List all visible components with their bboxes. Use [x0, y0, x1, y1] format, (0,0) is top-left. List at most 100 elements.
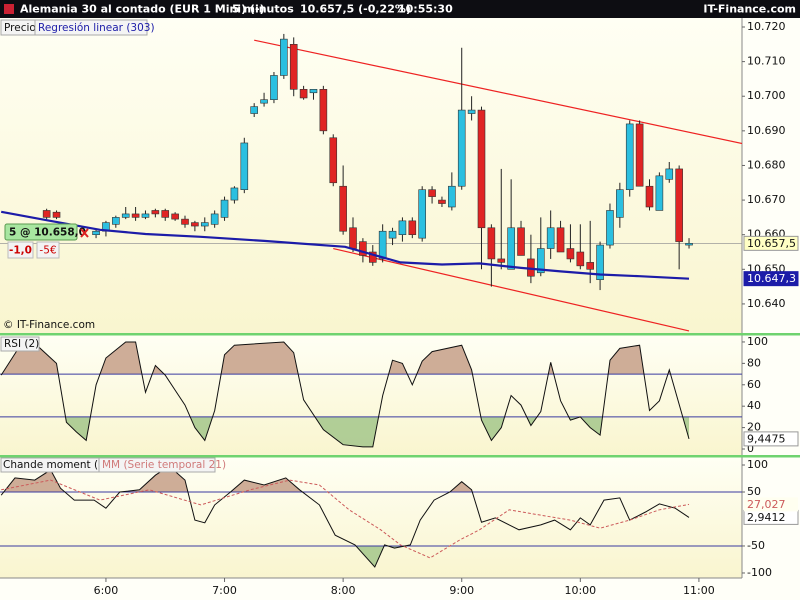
value-label-box	[744, 497, 798, 512]
order-box[interactable]	[4, 223, 78, 241]
candle-body	[635, 123, 644, 187]
order-amount: -5€	[39, 245, 56, 257]
candle-body	[368, 251, 377, 263]
candle-body	[477, 109, 486, 229]
plot-area	[0, 341, 742, 448]
legend-box	[98, 457, 216, 473]
y-tick-label: 10.690	[747, 124, 786, 137]
candle-body	[497, 258, 506, 263]
interval: 5 minutos	[232, 3, 294, 16]
candle-body	[171, 213, 179, 220]
candle-body	[556, 227, 565, 253]
candle-body	[388, 230, 397, 239]
order-label: 5 @ 10.658,0	[9, 227, 86, 239]
value-label: 2,9412	[747, 511, 786, 524]
candle-body	[606, 210, 614, 246]
candle-body	[250, 106, 258, 114]
y-tick-label: 10.680	[747, 158, 786, 171]
time-axis	[0, 578, 800, 600]
series-line	[1, 479, 690, 559]
candle-body	[151, 210, 160, 215]
series-line	[0, 341, 690, 448]
order-button[interactable]	[36, 241, 60, 259]
x-tick-label: 8:00	[331, 584, 356, 597]
candle-body	[685, 243, 693, 246]
candle-body	[329, 137, 338, 184]
panel-separator	[0, 455, 800, 458]
legend-entry: Chande moment (9)	[3, 459, 109, 471]
y-tick-label: -100	[747, 566, 772, 579]
candle-body	[576, 251, 585, 267]
candle-body	[161, 210, 170, 218]
candle-body	[42, 210, 51, 218]
candle-body	[349, 227, 357, 249]
legend-entry: Precio	[4, 22, 36, 34]
candle-body	[270, 75, 278, 100]
y-tick-label: 10.720	[747, 20, 786, 33]
y-tick-label: 20	[747, 421, 761, 434]
candle-body	[586, 262, 595, 270]
y-tick-label: 100	[747, 335, 768, 348]
candle-body	[131, 213, 140, 218]
candle-body	[240, 142, 249, 190]
legend-entry: MM (Serie temporal 21)	[102, 459, 226, 471]
candle-body	[289, 44, 298, 90]
value-label-box	[743, 431, 799, 447]
y-tick-label: 60	[747, 378, 761, 391]
order-button[interactable]	[7, 241, 34, 259]
overbought-fill	[1, 466, 690, 492]
candle-body	[378, 230, 387, 260]
y-tick-label: 10.670	[747, 193, 786, 206]
close-order-icon[interactable]	[80, 228, 89, 238]
candle-body	[210, 213, 219, 225]
candle-body	[448, 185, 456, 208]
candle-body	[675, 168, 683, 242]
y-tick-label: 40	[747, 399, 761, 412]
candle-body	[260, 99, 268, 104]
candle-body	[487, 227, 496, 260]
y-tick-label: 100	[747, 458, 768, 471]
candle-body	[655, 175, 664, 211]
y-tick-label: 10.710	[747, 55, 786, 68]
order-sell: -1,0	[9, 245, 32, 257]
candle-body	[141, 213, 150, 218]
candle-body	[438, 199, 446, 204]
candle-body	[112, 217, 120, 225]
candle-body	[517, 227, 525, 256]
candle-body	[181, 218, 189, 225]
legend-box	[34, 19, 148, 36]
candle-body	[665, 168, 674, 180]
marks: 10.720 10.710 10.700 10.690 10.680 10.670 10.6…	[0, 20, 799, 597]
x-tick-label: 10:00	[564, 584, 596, 597]
candle-body	[299, 89, 308, 99]
candle-body	[616, 189, 624, 218]
watermark: © IT-Finance.com	[3, 319, 95, 331]
candle-body	[507, 227, 515, 270]
plot-area	[0, 465, 742, 568]
app-icon	[4, 4, 14, 14]
candle-body	[418, 189, 426, 239]
candle-body	[408, 220, 417, 235]
brand: IT-Finance.com	[703, 3, 796, 16]
icon-stroke	[80, 228, 89, 238]
series-line	[0, 210, 690, 280]
plot-area	[0, 33, 742, 332]
candle-body	[536, 248, 545, 274]
candle-body	[467, 109, 476, 114]
candle-body	[52, 211, 61, 218]
series-line	[0, 465, 690, 568]
candle-body	[625, 123, 634, 190]
x-tick-label: 7:00	[212, 584, 237, 597]
legend-box	[0, 336, 40, 352]
oversold-fill	[1, 416, 690, 447]
candle-body	[428, 189, 436, 197]
x-tick-label: 9:00	[449, 584, 474, 597]
y-tick-label: 80	[747, 356, 761, 369]
legend-entry: Regresión linear (303)	[38, 22, 155, 34]
clock: 10:55:30	[398, 3, 453, 16]
candle-body	[596, 244, 604, 280]
candle-body	[220, 199, 229, 218]
value-label: 10.657,5	[747, 237, 796, 250]
y-tick-label: 10.700	[747, 89, 786, 102]
